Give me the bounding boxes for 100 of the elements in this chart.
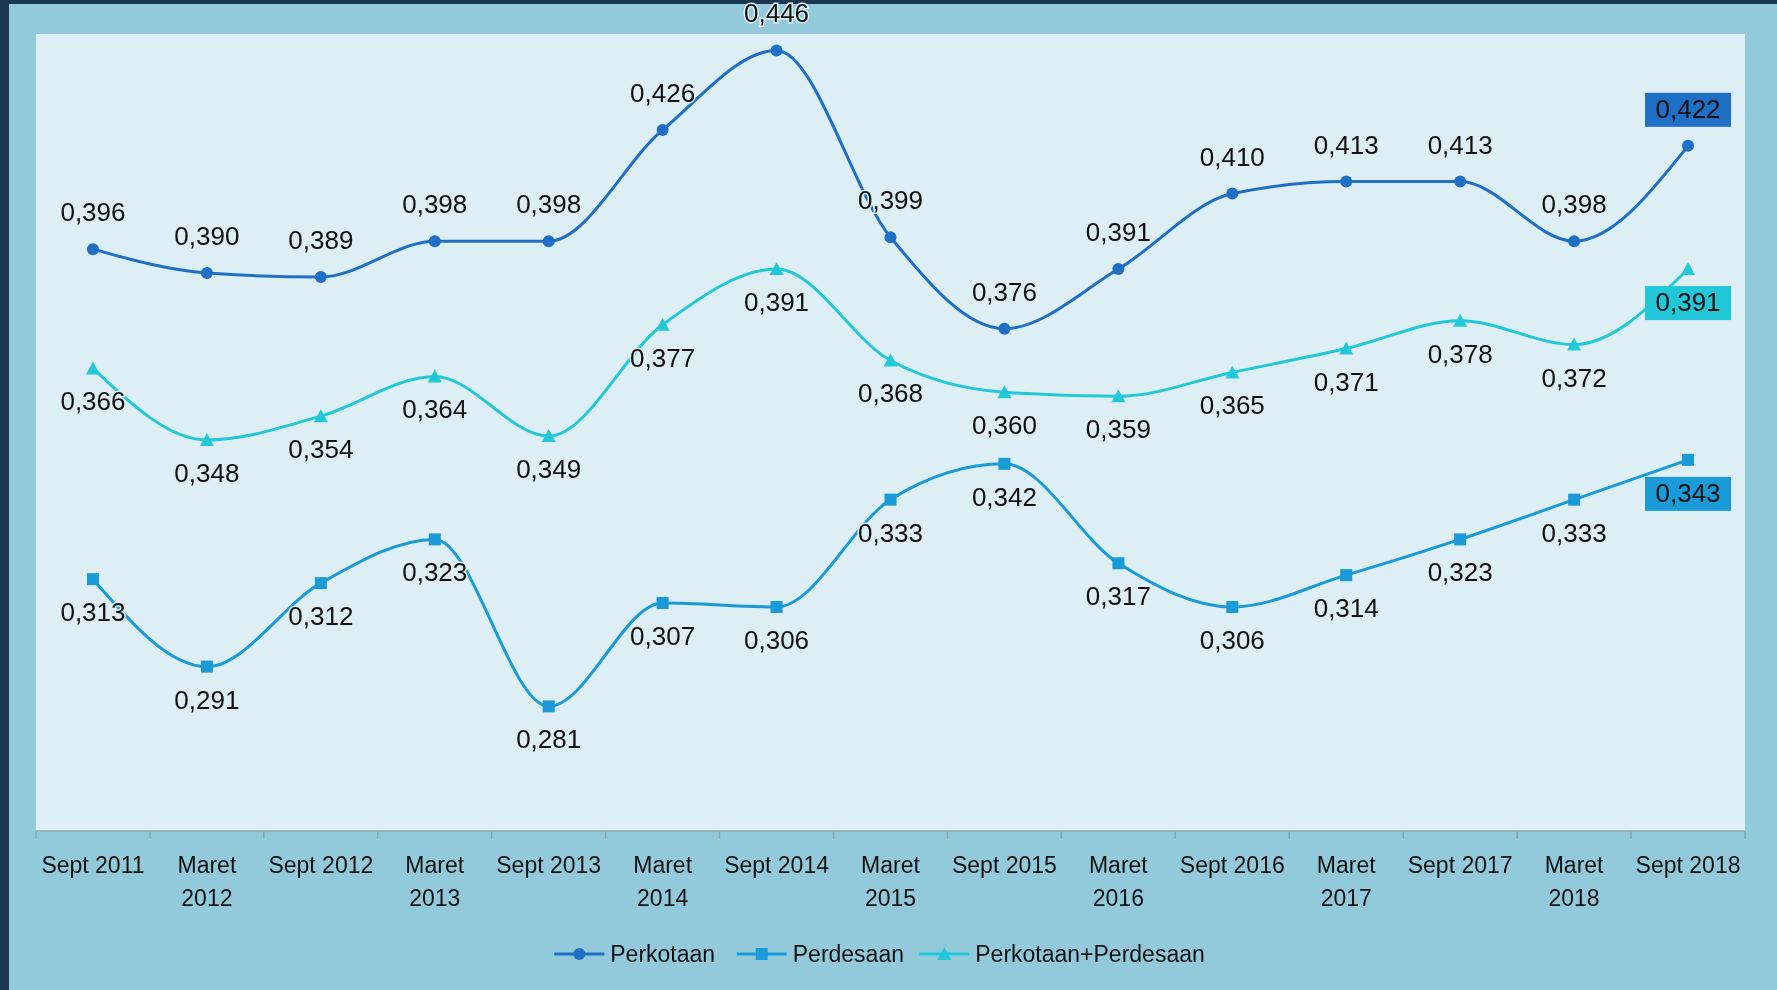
data-label: 0,306 <box>1199 624 1265 655</box>
point <box>1226 187 1239 200</box>
point <box>655 317 670 331</box>
x-tick-label: Sept 2017 <box>1407 852 1513 878</box>
point <box>883 353 898 367</box>
data-label: 0,446 <box>744 0 810 29</box>
data-label: 0,396 <box>60 197 126 228</box>
x-tick-label: Sept 2011 <box>41 852 145 878</box>
data-label: 0,317 <box>1085 581 1151 612</box>
point <box>1225 365 1240 379</box>
point <box>199 433 214 446</box>
legend-label: Perdesaan <box>792 941 904 967</box>
point <box>998 457 1011 470</box>
point <box>541 429 556 443</box>
data-label: 0,391 <box>1085 217 1151 248</box>
data-label: 0,360 <box>971 410 1037 441</box>
x-tick-label: Maret 2018 <box>1544 852 1605 911</box>
point <box>1453 313 1468 327</box>
data-label: 0,354 <box>288 434 354 465</box>
point <box>86 243 99 256</box>
point <box>998 322 1011 335</box>
point <box>1112 557 1125 570</box>
x-tick-label: Sept 2012 <box>268 852 374 878</box>
data-label: 0,372 <box>1541 362 1607 393</box>
data-label: 0,291 <box>174 684 240 715</box>
point <box>200 267 213 280</box>
x-tick-label: Maret 2014 <box>633 852 693 911</box>
point <box>1226 600 1239 613</box>
data-label: 0,343 <box>1655 477 1721 508</box>
data-label: 0,312 <box>288 601 354 632</box>
x-tick-label: Maret 2012 <box>177 852 237 911</box>
point <box>656 123 669 136</box>
point <box>997 385 1012 399</box>
point <box>1340 175 1353 188</box>
point <box>1454 175 1467 188</box>
point <box>1111 389 1126 403</box>
x-tick-label: Sept 2016 <box>1179 852 1285 878</box>
data-label: 0,323 <box>1427 557 1493 588</box>
data-label: 0,314 <box>1313 593 1379 624</box>
point <box>1682 453 1695 466</box>
data-label: 0,364 <box>402 394 468 425</box>
data-label: 0,333 <box>1541 517 1607 548</box>
data-label: 0,371 <box>1313 366 1379 397</box>
data-label: 0,422 <box>1655 93 1721 124</box>
data-label: 0,368 <box>857 378 924 409</box>
data-label: 0,348 <box>174 458 240 488</box>
point <box>314 577 327 590</box>
data-label: 0,410 <box>1199 141 1265 172</box>
point <box>1340 569 1353 582</box>
point <box>542 235 555 248</box>
data-label: 0,391 <box>744 287 810 318</box>
point <box>1681 262 1696 276</box>
data-label: 0,366 <box>60 386 126 417</box>
data-label: 0,333 <box>857 517 924 548</box>
point <box>656 597 669 609</box>
point <box>884 493 897 506</box>
data-label: 0,398 <box>516 189 582 220</box>
data-label: 0,323 <box>402 557 468 588</box>
point <box>1682 139 1695 152</box>
x-tick-label: Sept 2018 <box>1635 852 1741 878</box>
x-tick-label: Sept 2013 <box>496 852 602 878</box>
point <box>313 409 328 423</box>
data-label: 0,377 <box>630 342 696 373</box>
point <box>1567 337 1582 351</box>
point <box>1568 235 1581 248</box>
legend-label: Perkotaan <box>610 941 716 967</box>
point <box>770 600 783 613</box>
point <box>884 231 897 244</box>
legend-label: Perkotaan+Perdesaan <box>975 941 1205 967</box>
point <box>428 533 441 546</box>
data-label: 0,342 <box>971 481 1037 512</box>
data-label: 0,413 <box>1313 129 1379 160</box>
data-label: 0,426 <box>630 77 696 108</box>
point <box>1112 263 1125 276</box>
x-tick-label: Maret 2017 <box>1316 852 1377 911</box>
data-label: 0,281 <box>516 724 582 755</box>
x-tick-label: Sept 2015 <box>952 852 1057 878</box>
data-label: 0,313 <box>60 597 126 628</box>
point <box>86 573 99 586</box>
data-label: 0,378 <box>1427 338 1493 369</box>
data-label: 0,389 <box>288 225 354 256</box>
data-label: 0,398 <box>402 189 468 220</box>
point <box>427 369 442 383</box>
x-tick-label: Maret 2015 <box>861 852 921 911</box>
data-label: 0,306 <box>744 624 810 655</box>
data-label: 0,413 <box>1427 129 1493 160</box>
x-tick-label: Maret 2013 <box>405 852 465 911</box>
data-label: 0,359 <box>1085 414 1151 445</box>
point <box>1568 493 1581 506</box>
data-label: 0,307 <box>630 621 696 651</box>
x-tick-label: Sept 2014 <box>724 852 830 878</box>
x-tick-label: Maret 2016 <box>1088 852 1149 911</box>
data-label: 0,390 <box>174 221 240 252</box>
point <box>770 44 783 57</box>
point <box>85 361 100 375</box>
point <box>200 660 213 673</box>
data-label: 0,376 <box>971 276 1037 307</box>
point <box>1339 341 1354 355</box>
point <box>314 271 327 284</box>
point <box>769 262 784 276</box>
